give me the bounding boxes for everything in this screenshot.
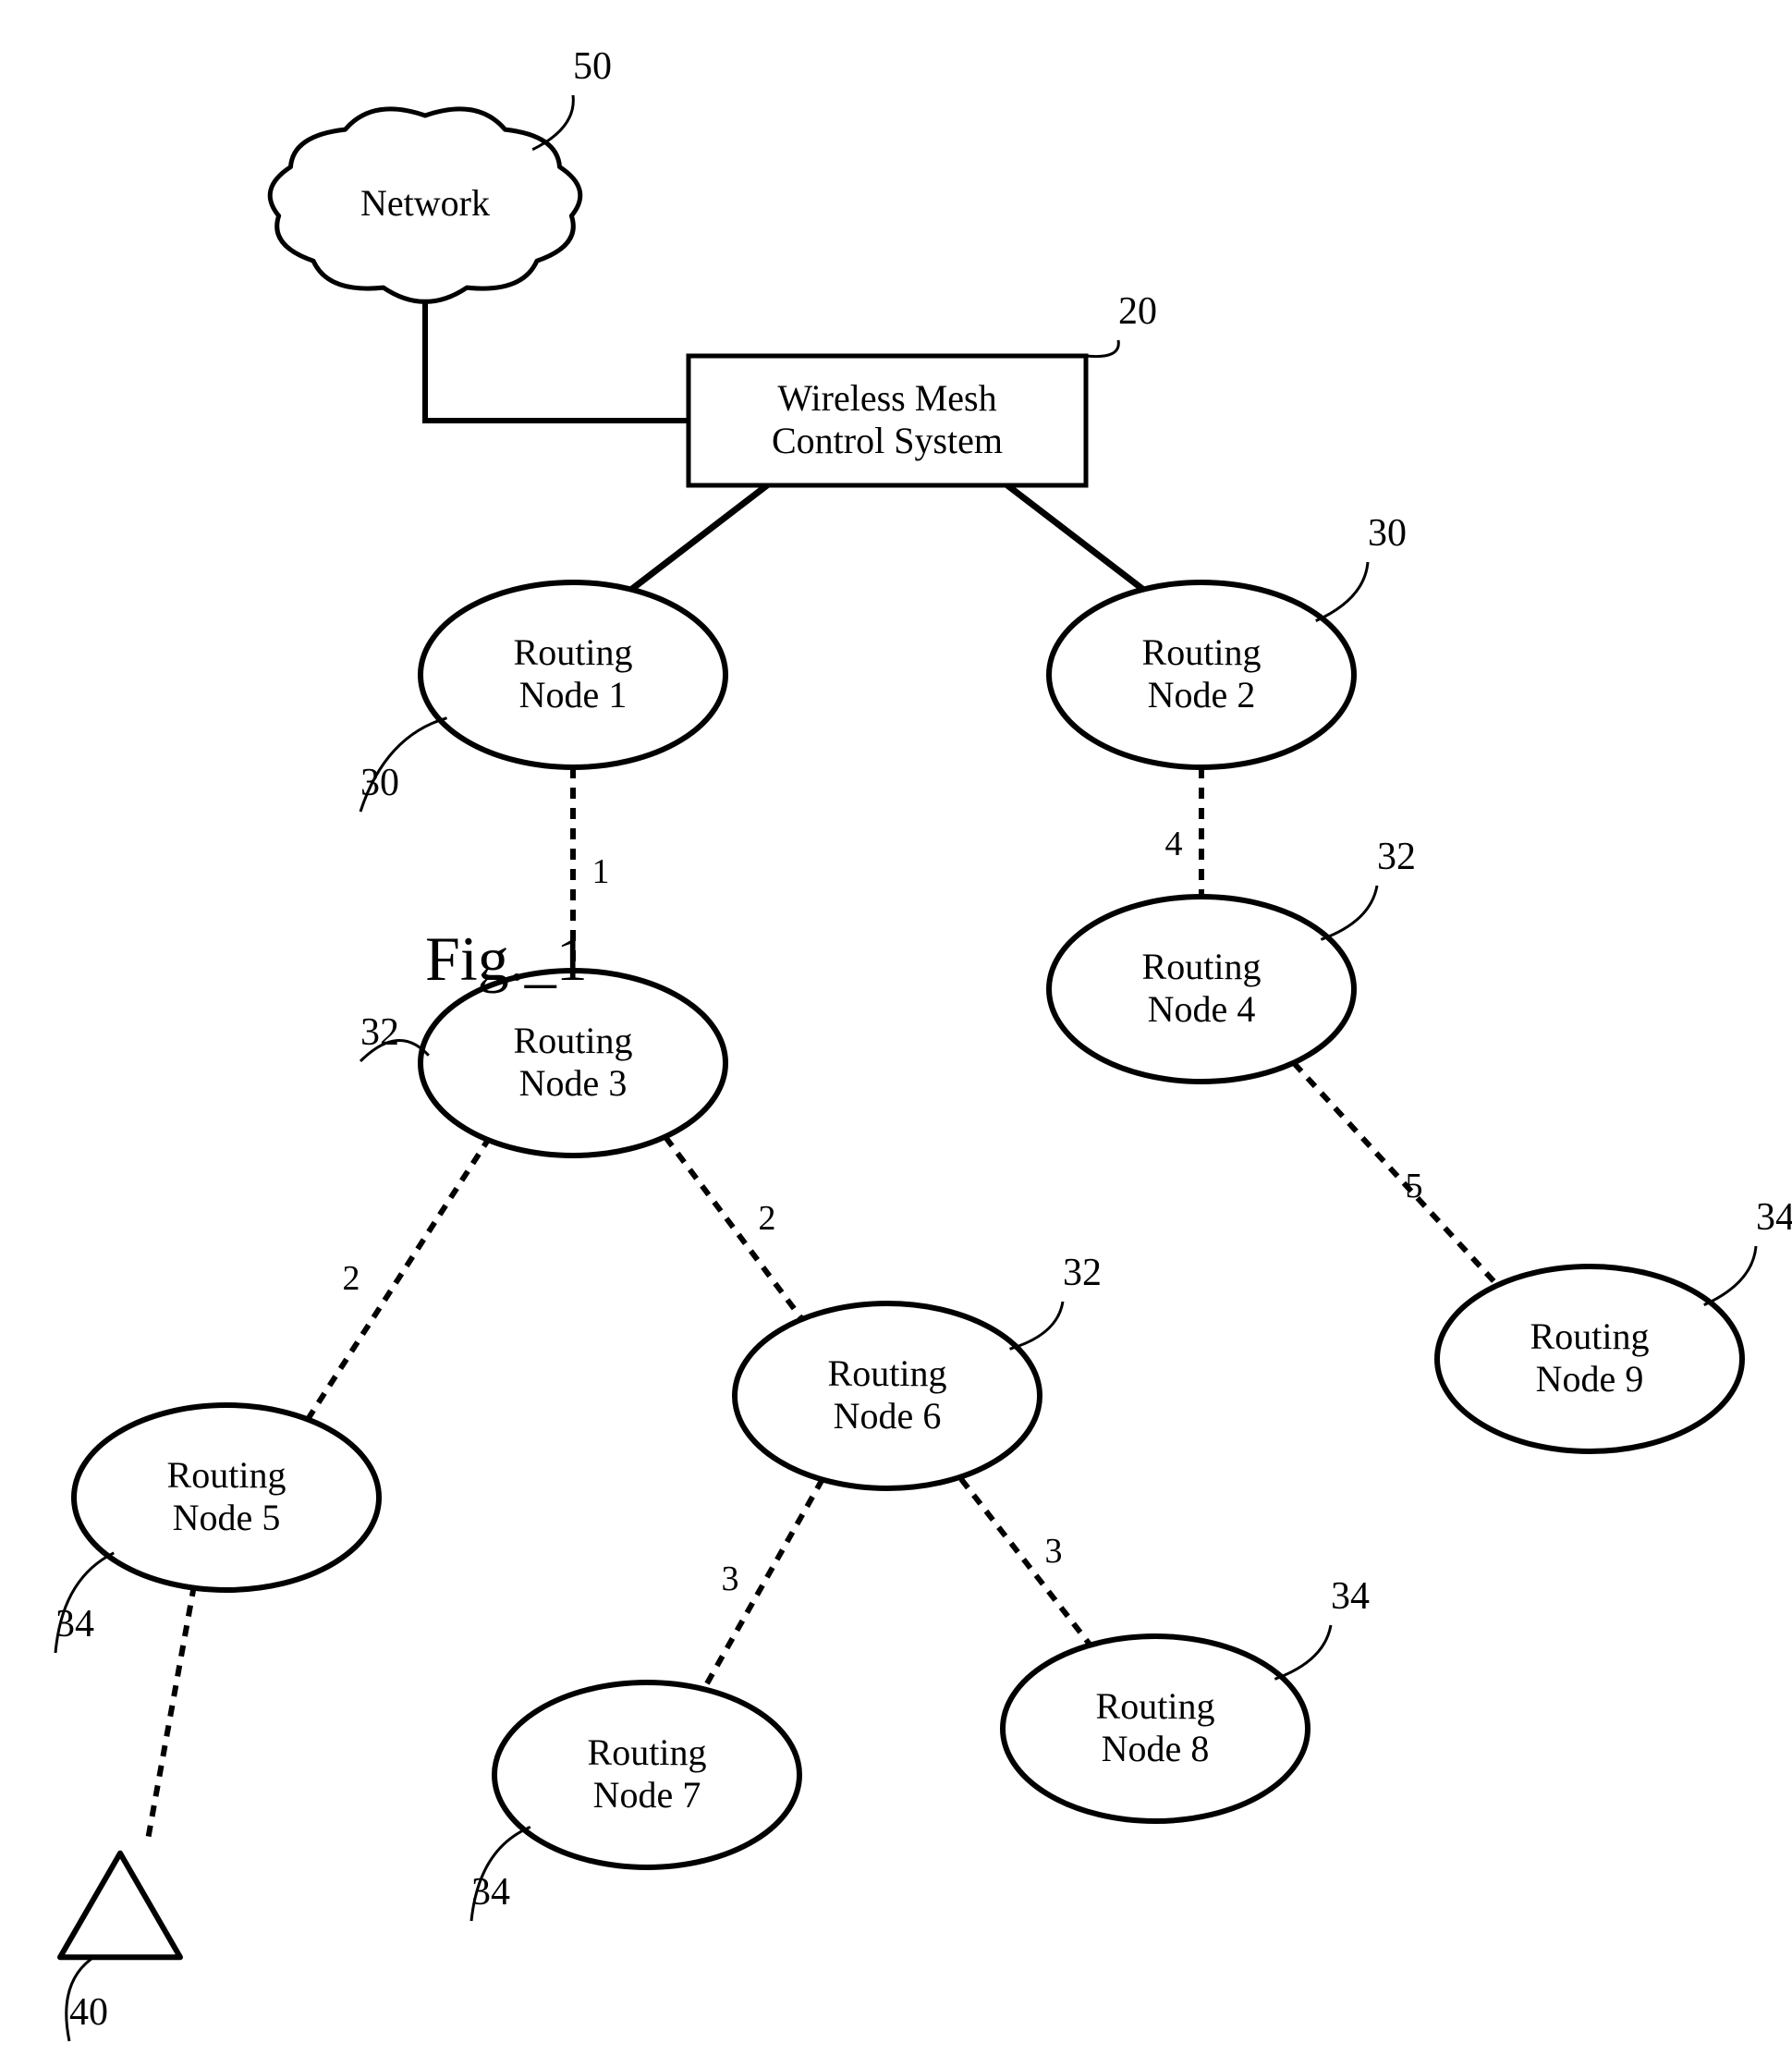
node-n3: RoutingNode 3	[421, 971, 725, 1156]
edge-label-n4-n9: 5	[1406, 1167, 1423, 1205]
node-label: Routing	[588, 1731, 707, 1773]
node-label: Node 1	[519, 674, 628, 716]
ref-number: 34	[471, 1871, 510, 1914]
edge-label-n1-n3: 1	[592, 852, 610, 891]
ref-number: 40	[69, 1991, 108, 2034]
ref-leader	[1010, 1302, 1063, 1349]
node-label: Control System	[772, 420, 1003, 461]
edge-n5-client	[148, 1585, 194, 1840]
edge-n3-n5	[305, 1137, 490, 1424]
node-label: Node 9	[1536, 1358, 1644, 1400]
ref-leader	[1704, 1246, 1756, 1305]
labels-layer: 1 4 2 2 3 3 5 50 20 30 30 32 32 34 32 34 34 34 40	[55, 45, 1792, 2041]
node-client	[60, 1853, 180, 1958]
node-label: Routing	[828, 1352, 947, 1394]
edges-layer	[148, 291, 1497, 1840]
ref-leader	[1316, 562, 1368, 621]
node-label: Node 6	[834, 1395, 942, 1437]
node-label: Node 3	[519, 1062, 628, 1104]
node-label: Node 8	[1102, 1728, 1210, 1769]
node-n8: RoutingNode 8	[1003, 1636, 1308, 1821]
ref-number: 30	[360, 762, 399, 804]
ref-number: 34	[1756, 1196, 1792, 1239]
node-label: Node 7	[593, 1774, 701, 1816]
edge-label-n3-n5: 2	[343, 1259, 360, 1298]
ref-number: 20	[1118, 290, 1157, 333]
edge-n6-n7	[702, 1479, 823, 1692]
nodes-layer: Network Wireless MeshControl System Routin…	[60, 109, 1742, 1957]
ref-number: 32	[360, 1011, 399, 1054]
edge-network-control	[425, 291, 689, 421]
edge-n3-n6	[665, 1137, 804, 1322]
node-label: Routing	[1142, 631, 1262, 673]
ref-number: 30	[1368, 512, 1407, 555]
figure-label: Fig._1	[425, 924, 588, 994]
node-n7: RoutingNode 7	[494, 1682, 799, 1867]
edge-n4-n9	[1294, 1063, 1497, 1285]
edge-label-n3-n6: 2	[759, 1199, 776, 1238]
node-label: Network	[360, 182, 490, 224]
node-label: Routing	[1530, 1315, 1650, 1357]
node-label: Node 5	[173, 1497, 281, 1538]
ref-number: 32	[1063, 1252, 1102, 1294]
edge-label-n6-n8: 3	[1045, 1532, 1063, 1571]
node-label: Routing	[1096, 1685, 1215, 1727]
edge-n6-n8	[961, 1479, 1091, 1645]
node-label: Wireless Mesh	[777, 377, 996, 419]
ref-number: 32	[1377, 836, 1416, 878]
edge-control-n1	[628, 485, 767, 592]
node-n5: RoutingNode 5	[74, 1405, 379, 1590]
node-label: Node 2	[1148, 674, 1256, 716]
edge-label-n6-n7: 3	[722, 1560, 739, 1598]
node-n1: RoutingNode 1	[421, 582, 725, 767]
node-label: Node 4	[1148, 988, 1256, 1030]
edge-control-n2	[1007, 485, 1146, 592]
edge-label-n2-n4: 4	[1165, 825, 1183, 863]
ref-number: 34	[55, 1603, 94, 1645]
node-label: Routing	[514, 631, 633, 673]
node-n9: RoutingNode 9	[1437, 1266, 1742, 1451]
mesh-network-diagram: Network Wireless MeshControl System Routin…	[0, 0, 1792, 2055]
node-n2: RoutingNode 2	[1049, 582, 1354, 767]
node-n4: RoutingNode 4	[1049, 897, 1354, 1082]
ref-number: 34	[1331, 1575, 1370, 1618]
node-network: Network	[270, 109, 580, 301]
node-label: Routing	[514, 1020, 633, 1061]
node-label: Routing	[1142, 946, 1262, 987]
ref-number: 50	[573, 45, 612, 88]
ref-leader	[1086, 340, 1118, 357]
ref-leader	[1274, 1625, 1331, 1679]
ref-leader	[1321, 886, 1377, 939]
node-label: Routing	[167, 1454, 286, 1496]
node-n6: RoutingNode 6	[735, 1303, 1040, 1488]
node-control: Wireless MeshControl System	[689, 356, 1086, 485]
